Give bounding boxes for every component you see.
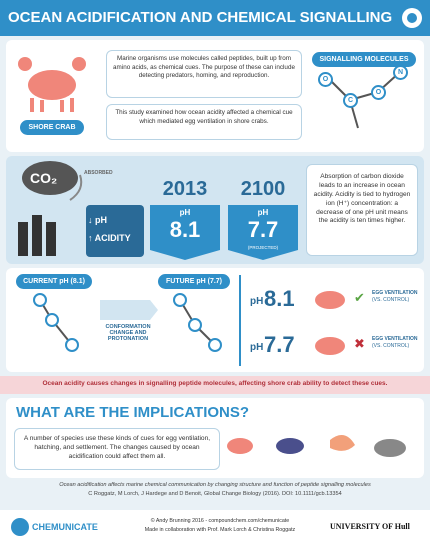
brand: CHEMUNICATE: [32, 522, 98, 532]
row-ph-value: 8.1: [264, 286, 295, 311]
collab: Made in collaboration with Prof. Mark Lo…: [144, 527, 296, 533]
row-mark: ✖: [354, 336, 365, 351]
atom: O: [318, 72, 333, 87]
intro-text: This study examined how ocean acidity af…: [106, 104, 302, 140]
ph-label: pH: [257, 208, 269, 217]
row-ph-value: 7.7: [264, 332, 295, 357]
row-result: EGG VENTILATION: [372, 290, 418, 296]
current-label: CURRENT pH (8.1): [16, 274, 92, 289]
credit: © Andy Brunning 2016 - compoundchem.com/…: [150, 518, 290, 524]
row-result: EGG VENTILATION: [372, 336, 418, 342]
future-label: FUTURE pH (7.7): [158, 274, 230, 289]
year: 2013: [162, 178, 208, 200]
implications-text: A number of species use these kinds of c…: [14, 428, 220, 470]
atom: O: [371, 85, 386, 100]
explanation: Absorption of carbon dioxide leads to an…: [306, 164, 418, 256]
row-ph-label: pH: [250, 296, 264, 307]
ph-value: 8.1: [169, 217, 201, 242]
ph-value: 7.7: [247, 217, 279, 242]
absorbed: ABSORBED: [84, 170, 113, 176]
ph-label: pH: [179, 208, 191, 217]
row-note: (VS. CONTROL): [372, 297, 410, 303]
acidity-up: ↑ ACIDITY: [88, 233, 131, 243]
implications-title: WHAT ARE THE IMPLICATIONS?: [16, 404, 250, 421]
title: OCEAN ACIDIFICATION AND CHEMICAL SIGNALL…: [8, 9, 393, 26]
citation-title: Ocean acidification affects marine chemi…: [59, 482, 371, 488]
change: CONFORMATION CHANGE AND PROTONATION: [105, 324, 151, 342]
co2: CO₂: [30, 170, 58, 186]
banner: Ocean acidity causes changes in signalli…: [42, 380, 388, 387]
citation-authors: C Roggatz, M Lorch, J Hardege and D Beno…: [88, 491, 342, 497]
row-note: (VS. CONTROL): [372, 343, 410, 349]
row-mark: ✔: [354, 290, 365, 305]
ph-note: (PROJECTED): [247, 245, 279, 250]
atom: C: [343, 93, 358, 108]
crab-label: SHORE CRAB: [20, 120, 84, 135]
molecules-label: SIGNALLING MOLECULES: [312, 52, 416, 67]
row-ph-label: pH: [250, 342, 264, 353]
university: UNIVERSITY OF Hull: [330, 522, 410, 531]
ph-down: ↓ pH: [88, 215, 107, 225]
year: 2100: [240, 178, 286, 200]
intro-text: Marine organisms use molecules called pe…: [106, 50, 302, 98]
atom: N: [393, 65, 408, 80]
